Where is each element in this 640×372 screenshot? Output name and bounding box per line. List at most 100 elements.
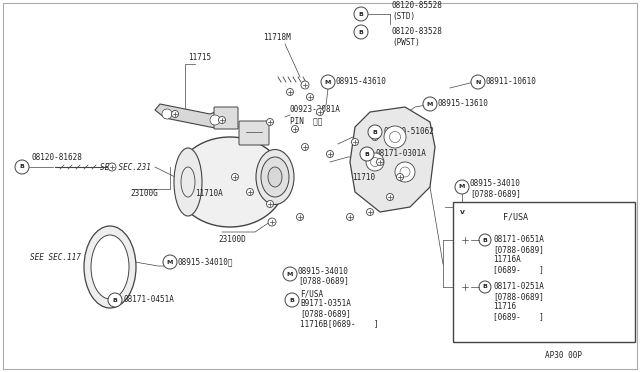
Text: B: B <box>113 298 117 302</box>
Text: F/USA: F/USA <box>300 289 323 298</box>
Text: B: B <box>372 129 378 135</box>
Text: 08120-81628: 08120-81628 <box>32 153 83 162</box>
Text: 08915-34010: 08915-34010 <box>470 180 521 189</box>
Circle shape <box>479 234 491 246</box>
Text: B: B <box>358 12 364 16</box>
Circle shape <box>360 147 374 161</box>
Circle shape <box>317 109 323 115</box>
Text: [0788-0689]: [0788-0689] <box>493 292 544 301</box>
Circle shape <box>455 180 469 194</box>
Circle shape <box>232 173 239 180</box>
FancyBboxPatch shape <box>214 107 238 129</box>
Circle shape <box>307 93 314 100</box>
Text: 08911-10610: 08911-10610 <box>486 77 537 87</box>
Circle shape <box>218 116 225 124</box>
Circle shape <box>387 193 394 201</box>
Circle shape <box>321 75 335 89</box>
Text: 08915-43610: 08915-43610 <box>336 77 387 87</box>
Text: 00923-2081A: 00923-2081A <box>290 106 341 115</box>
Circle shape <box>285 293 299 307</box>
Ellipse shape <box>268 167 282 187</box>
Text: [0788-0689]: [0788-0689] <box>300 310 351 318</box>
Circle shape <box>460 235 470 245</box>
Text: 08915-34010: 08915-34010 <box>298 266 349 276</box>
Circle shape <box>455 205 469 219</box>
Text: (STD): (STD) <box>392 12 415 21</box>
Text: AP30 00P: AP30 00P <box>545 351 582 360</box>
Text: 08171-0651A: 08171-0651A <box>493 235 544 244</box>
Circle shape <box>368 125 382 139</box>
Text: (PWST): (PWST) <box>392 38 420 46</box>
Circle shape <box>291 125 298 132</box>
Text: [0788-0689]: [0788-0689] <box>493 245 544 254</box>
Text: 11710: 11710 <box>352 173 375 182</box>
Text: [0788-0689]: [0788-0689] <box>470 215 521 224</box>
Polygon shape <box>350 107 435 212</box>
Text: 11716: 11716 <box>493 302 516 311</box>
Text: N: N <box>476 80 481 84</box>
Circle shape <box>351 138 358 145</box>
Text: 08120-83528: 08120-83528 <box>392 28 443 36</box>
Circle shape <box>210 115 220 125</box>
Circle shape <box>162 109 172 119</box>
Circle shape <box>366 153 384 171</box>
Circle shape <box>268 218 276 226</box>
Circle shape <box>479 281 491 293</box>
Text: [0788-0689]: [0788-0689] <box>298 276 349 285</box>
Polygon shape <box>155 104 225 128</box>
Circle shape <box>384 126 406 148</box>
Text: B: B <box>483 237 488 243</box>
Circle shape <box>172 110 179 118</box>
Text: 23100G: 23100G <box>130 189 157 199</box>
Circle shape <box>287 89 294 96</box>
Circle shape <box>266 201 273 208</box>
Circle shape <box>283 267 297 281</box>
Text: V: V <box>460 209 465 215</box>
Circle shape <box>395 162 415 182</box>
Text: [0689-    ]: [0689- ] <box>493 265 544 274</box>
Circle shape <box>296 214 303 221</box>
Text: B9171-0351A: B9171-0351A <box>300 299 351 308</box>
Text: 08120-85528: 08120-85528 <box>392 1 443 10</box>
Circle shape <box>471 75 485 89</box>
Circle shape <box>460 282 470 292</box>
Circle shape <box>301 144 308 151</box>
Text: 08915-34010⁠: 08915-34010⁠ <box>178 257 234 266</box>
Text: 08171-0451A: 08171-0451A <box>123 295 174 305</box>
Text: 08360-51062: 08360-51062 <box>383 128 434 137</box>
Text: M: M <box>287 272 293 276</box>
Ellipse shape <box>174 148 202 216</box>
Ellipse shape <box>261 157 289 197</box>
Circle shape <box>354 25 368 39</box>
Circle shape <box>108 293 122 307</box>
Circle shape <box>15 160 29 174</box>
Circle shape <box>266 119 273 125</box>
Text: 08171-0301A: 08171-0301A <box>375 150 426 158</box>
Text: [0788-0689]: [0788-0689] <box>470 189 521 199</box>
Text: B: B <box>289 298 294 302</box>
Text: M: M <box>325 80 331 84</box>
Circle shape <box>246 189 253 196</box>
Text: [0689-    ]: [0689- ] <box>493 312 544 321</box>
Text: F/USA: F/USA <box>503 212 528 221</box>
Circle shape <box>397 173 403 180</box>
Text: B: B <box>365 151 369 157</box>
Text: 23100D: 23100D <box>218 234 246 244</box>
Circle shape <box>346 214 353 221</box>
Circle shape <box>423 97 437 111</box>
Circle shape <box>301 81 309 89</box>
Text: B: B <box>483 285 488 289</box>
Text: SEE SEC.231: SEE SEC.231 <box>100 163 151 171</box>
Text: 11718M: 11718M <box>263 32 291 42</box>
Circle shape <box>354 7 368 21</box>
Text: M: M <box>459 185 465 189</box>
Text: M: M <box>427 102 433 106</box>
Ellipse shape <box>256 150 294 205</box>
Text: 08171-0251A: 08171-0251A <box>493 282 544 291</box>
FancyBboxPatch shape <box>239 121 269 145</box>
Circle shape <box>371 134 378 141</box>
Text: 08915-13610: 08915-13610 <box>438 99 489 109</box>
Text: B: B <box>358 29 364 35</box>
Ellipse shape <box>175 137 285 227</box>
Text: PIN  ピン: PIN ピン <box>290 116 323 125</box>
